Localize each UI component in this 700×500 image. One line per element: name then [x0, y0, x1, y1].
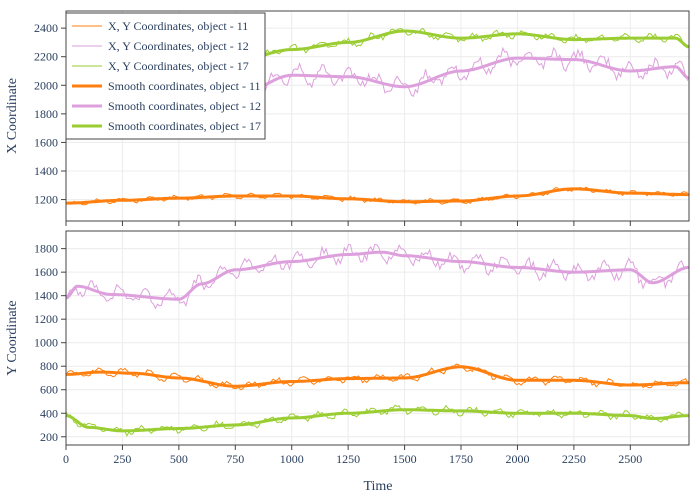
y-tick-label-top-5: 2200 — [34, 50, 58, 64]
y-tick-label-bottom-8: 1800 — [34, 242, 58, 256]
y-tick-label-bottom-2: 600 — [40, 383, 58, 397]
legend-box — [65, 12, 266, 140]
y-tick-label-top-2: 1600 — [34, 135, 58, 149]
legend-label-3: Smooth coordinates, object - 11 — [108, 79, 261, 93]
y-axis-title-bottom: Y Coordinate — [5, 300, 20, 375]
x-tick-label-9: 2250 — [562, 452, 586, 466]
x-tick-label-0: 0 — [63, 452, 69, 466]
y-tick-label-top-6: 2400 — [34, 21, 58, 35]
panel-bottom: 200 400 600 800 1000 1200 1400 1600 1800 0 250 500 7… — [5, 230, 690, 466]
legend-label-5: Smooth coordinates, object - 17 — [108, 119, 261, 133]
raw-line-obj17-bottom — [65, 404, 688, 437]
y-tick-label-bottom-0: 200 — [40, 430, 58, 444]
y-tick-label-bottom-5: 1200 — [34, 312, 58, 326]
legend-label-4: Smooth coordinates, object - 12 — [108, 99, 261, 113]
legend-label-0: X, Y Coordinates, object - 11 — [108, 19, 248, 33]
y-tick-label-top-3: 1800 — [34, 107, 58, 121]
x-tick-label-10: 2500 — [618, 452, 642, 466]
smooth-line-obj11-bottom — [65, 365, 689, 388]
x-tick-label-3: 750 — [226, 452, 244, 466]
legend-label-1: X, Y Coordinates, object - 12 — [108, 39, 249, 53]
x-tick-label-6: 1500 — [393, 452, 417, 466]
legend: X, Y Coordinates, object - 11 X, Y Coordi… — [65, 12, 266, 140]
x-tick-label-7: 1750 — [449, 452, 473, 466]
y-tick-label-bottom-3: 800 — [40, 359, 58, 373]
smooth-line-obj11-top — [66, 187, 689, 205]
x-tick-label-2: 500 — [170, 452, 188, 466]
legend-label-2: X, Y Coordinates, object - 17 — [108, 59, 249, 73]
smooth-line-obj12-bottom — [65, 250, 689, 301]
smooth-line-obj17-bottom — [65, 408, 689, 433]
x-tick-label-4: 1000 — [280, 452, 304, 466]
y-tick-label-top-1: 1400 — [34, 164, 58, 178]
x-axis-title: Time — [363, 479, 392, 494]
x-tick-label-5: 1250 — [336, 452, 360, 466]
y-tick-label-top-0: 1200 — [34, 193, 58, 207]
x-tick-label-8: 2000 — [505, 452, 529, 466]
y-tick-label-bottom-6: 1400 — [34, 289, 58, 303]
y-tick-label-bottom-4: 1000 — [34, 336, 58, 350]
y-tick-label-bottom-7: 1600 — [34, 265, 58, 279]
plot-frame-bottom — [65, 230, 690, 446]
y-tick-label-bottom-1: 400 — [40, 406, 58, 420]
y-tick-label-top-4: 2000 — [34, 78, 58, 92]
x-tick-label-1: 250 — [113, 452, 131, 466]
y-axis-title-top: X Coordinate — [5, 78, 20, 154]
